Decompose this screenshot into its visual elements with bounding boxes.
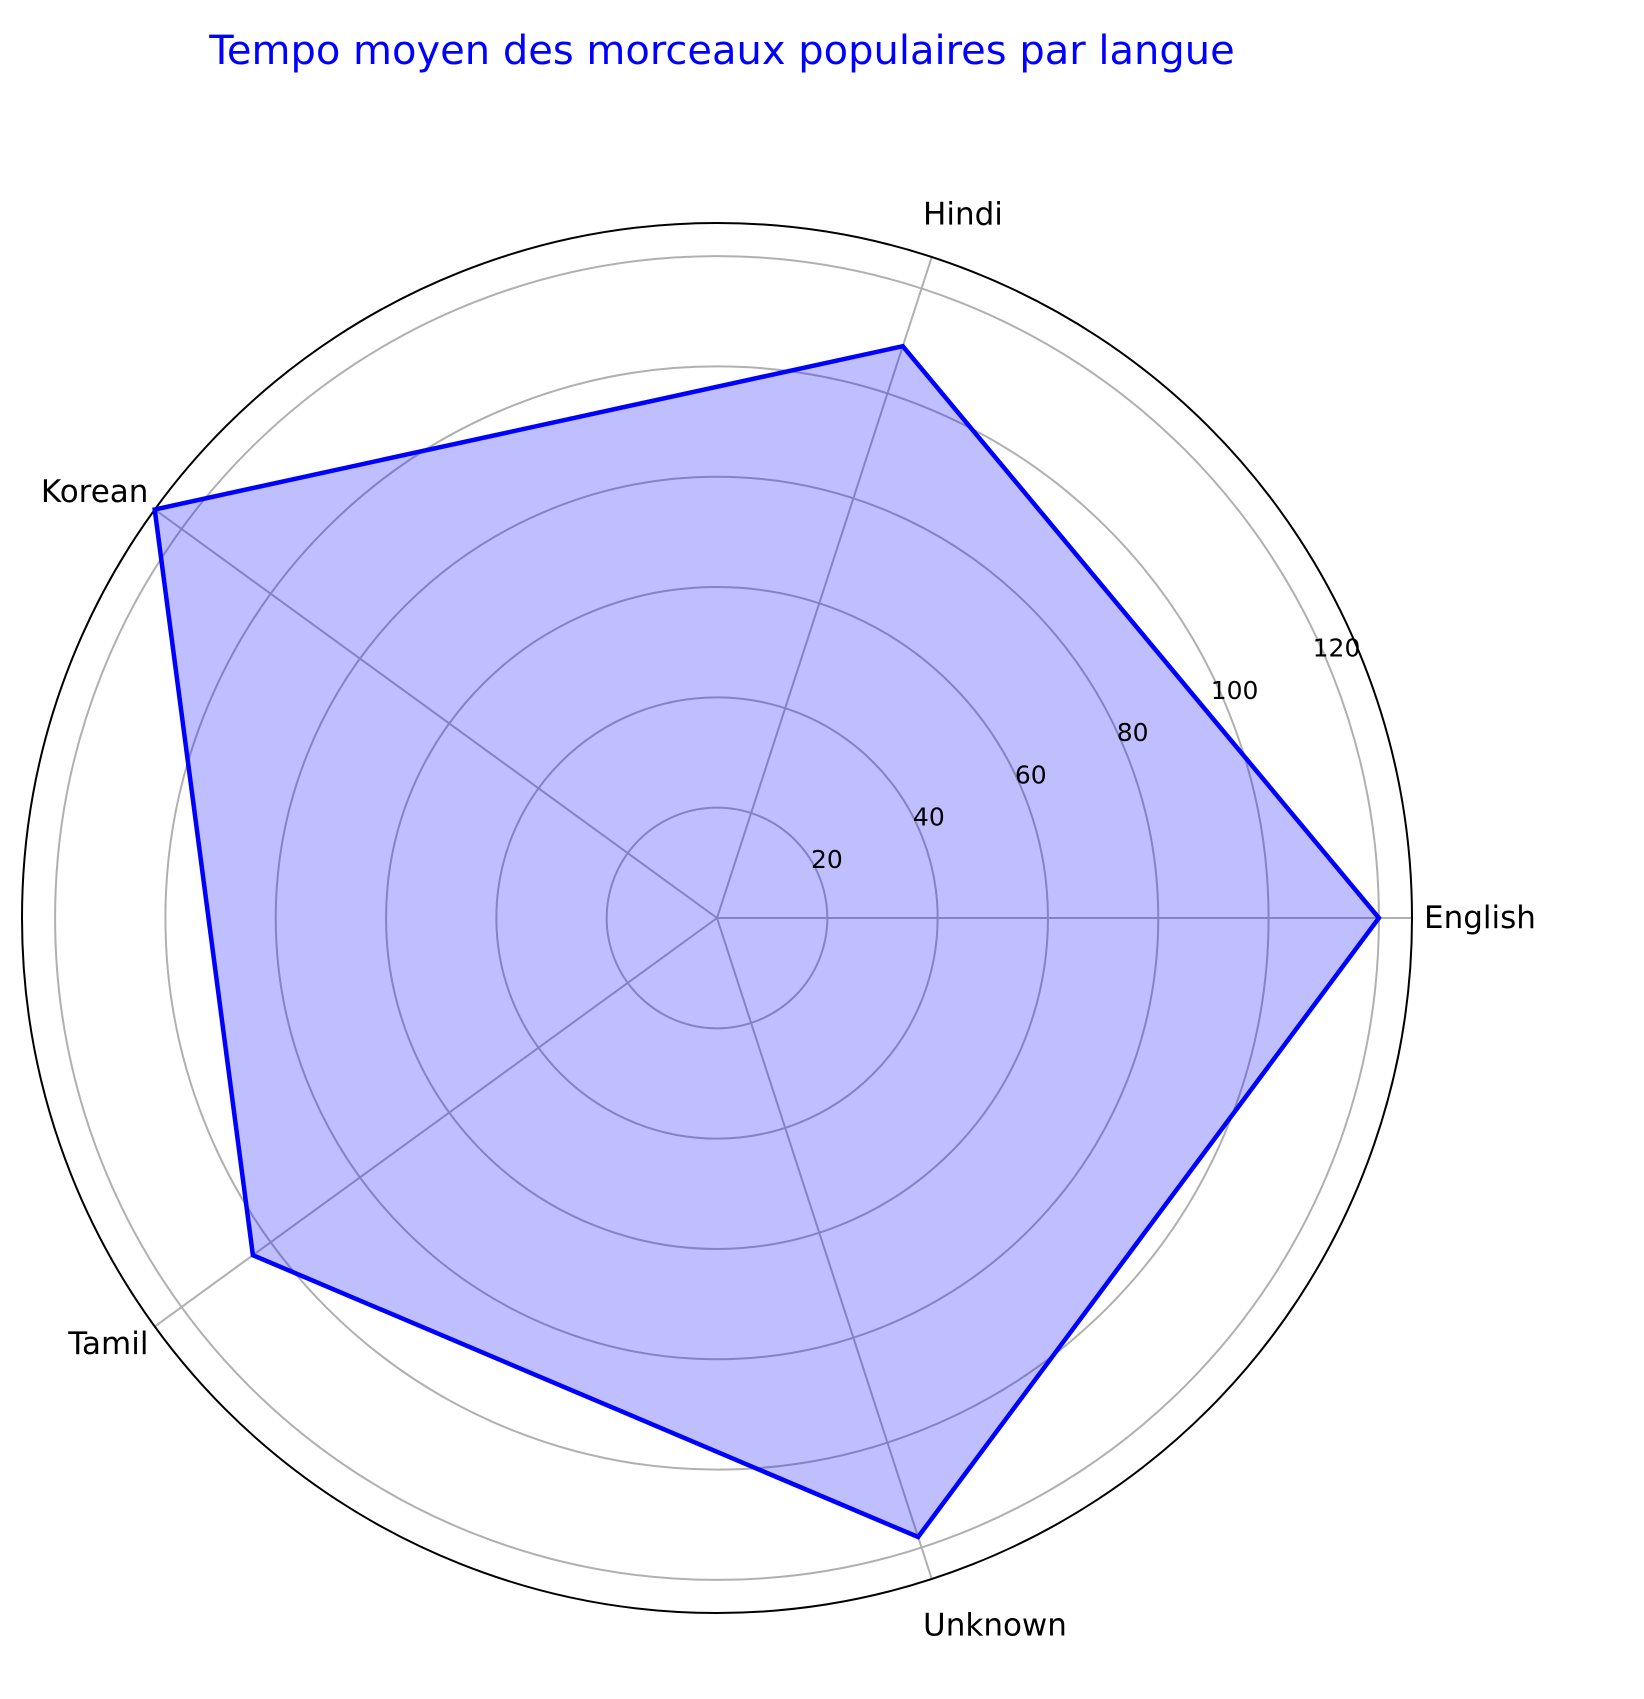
data-point bbox=[250, 1253, 255, 1258]
radial-tick-label: 40 bbox=[913, 803, 945, 832]
data-point bbox=[152, 507, 157, 512]
spoke-gridline bbox=[716, 917, 933, 1580]
radial-tick-label: 80 bbox=[1117, 718, 1149, 747]
spoke-gridline bbox=[716, 256, 933, 919]
chart-title: Tempo moyen des morceaux populaires par … bbox=[208, 28, 1234, 74]
radial-tick-label: 100 bbox=[1211, 676, 1259, 705]
data-point bbox=[916, 1535, 921, 1540]
radial-tick-label: 120 bbox=[1313, 634, 1361, 663]
spoke-gridline bbox=[154, 508, 718, 919]
grid-group bbox=[54, 255, 1412, 1581]
category-label: English bbox=[1424, 900, 1536, 936]
radial-tick-label: 20 bbox=[811, 845, 843, 874]
radial-tick-label: 60 bbox=[1015, 760, 1047, 789]
polar-frame bbox=[21, 222, 1413, 1614]
spoke-gridline bbox=[154, 917, 718, 1328]
series-line bbox=[152, 343, 1382, 1540]
category-label: Hindi bbox=[923, 196, 1003, 232]
data-point bbox=[900, 344, 905, 349]
category-label: Korean bbox=[41, 474, 149, 510]
category-label: Unknown bbox=[923, 1608, 1067, 1644]
series-area bbox=[154, 346, 1379, 1538]
category-label: Tamil bbox=[67, 1326, 148, 1362]
data-point bbox=[1376, 916, 1381, 920]
